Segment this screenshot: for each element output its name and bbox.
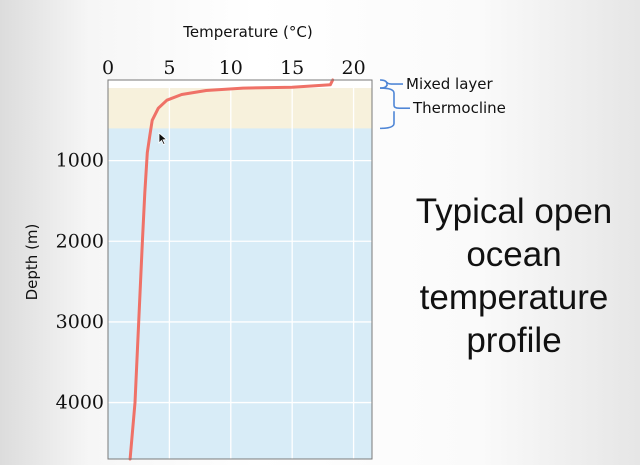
y-tick-label: 2000	[56, 230, 104, 252]
plot-area	[108, 80, 372, 459]
x-tick-label: 20	[341, 57, 365, 79]
y-axis-title: Depth (m)	[23, 224, 41, 301]
x-tick-label: 5	[163, 57, 175, 79]
layer-annotations: Mixed layer Thermocline	[379, 75, 506, 130]
mouse-pointer-icon	[158, 132, 168, 146]
y-tick-label: 1000	[56, 150, 104, 172]
grid	[108, 80, 372, 459]
y-tick-labels: 1000 2000 3000 4000	[56, 150, 104, 414]
x-tick-label: 0	[102, 57, 114, 79]
band-mixed-layer	[108, 80, 372, 89]
temperature-profile-line	[128, 78, 335, 461]
x-tick-label: 15	[280, 57, 304, 79]
slide-caption: Typical open ocean temperature profile	[415, 192, 613, 360]
profile-series	[128, 78, 335, 461]
annotation-label-mixed-layer: Mixed layer	[406, 75, 494, 93]
annotation-label-thermocline: Thermocline	[412, 99, 506, 117]
x-axis-title: Temperature (°C)	[182, 23, 312, 41]
y-tick-label: 4000	[56, 392, 104, 414]
deep-water-fill	[108, 80, 372, 459]
x-tick-labels: 0 5 10 15 20	[102, 57, 366, 79]
axes-box	[107, 79, 373, 460]
bracket-thermocline	[379, 87, 400, 130]
x-tick-label: 10	[219, 57, 243, 79]
band-thermocline	[108, 88, 372, 129]
plot-frame	[107, 79, 373, 460]
bracket-mixed-layer	[379, 79, 393, 89]
y-tick-label: 3000	[56, 311, 104, 333]
